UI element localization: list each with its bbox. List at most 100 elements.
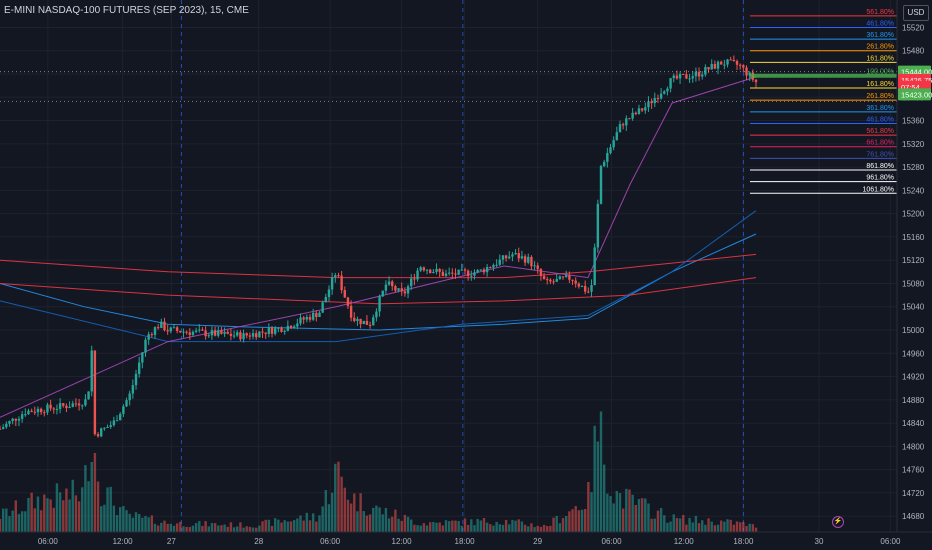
grid [0, 0, 897, 532]
volume-bar [27, 497, 30, 532]
candle-body [685, 74, 688, 79]
lightning-icon[interactable]: ⚡ [832, 516, 844, 528]
volume-bar [280, 522, 283, 532]
volume-bar [242, 527, 245, 532]
volume-bar [191, 525, 195, 532]
volume-bar [131, 517, 135, 532]
volume-bar [39, 510, 43, 532]
candle-body [93, 350, 97, 435]
fib-level-label: 961.80% [866, 175, 894, 182]
candle-body [90, 350, 93, 392]
moving-average-line [0, 210, 757, 343]
volume-bar [387, 518, 391, 532]
candle-body [58, 403, 62, 409]
time-tick-label: 06:00 [320, 537, 341, 546]
volume-bar [650, 518, 653, 532]
volume-bar [691, 522, 694, 532]
candle-body [289, 325, 293, 329]
price-tick-label: 14840 [902, 419, 925, 428]
candle-body [565, 275, 568, 278]
candle-body [112, 420, 116, 426]
candle-body [659, 93, 663, 99]
candle-body [663, 91, 666, 94]
candle-body [204, 330, 207, 337]
volume-bar [479, 520, 483, 532]
candle-body [330, 277, 334, 290]
candle-body [517, 253, 520, 259]
price-tick-label: 15200 [902, 210, 925, 219]
candle-body [729, 59, 732, 61]
volume-bar [729, 519, 732, 532]
volume-bar [144, 515, 147, 532]
candle-body [134, 373, 138, 386]
volume-bar [416, 525, 419, 532]
volume-bar [217, 525, 220, 532]
candle-body [141, 352, 144, 363]
candle-body [119, 413, 122, 421]
volume-bar [710, 521, 713, 532]
candle-body [62, 403, 65, 406]
volume-bar [226, 526, 229, 532]
volume-bar [188, 526, 191, 532]
price-tag-label: 15444.00 [901, 68, 932, 77]
volume-bar [628, 489, 631, 532]
candle-body [334, 275, 337, 278]
candle-body [223, 331, 226, 334]
volume-bar [463, 518, 467, 532]
candle-body [628, 118, 631, 120]
fibonacci-extension[interactable]: 561.80% 461.80% 361.80% 261.80% 161.80% 100.0… [750, 9, 897, 194]
volume-bar [625, 488, 628, 532]
volume-bar [255, 527, 258, 532]
volume-bar [302, 520, 305, 532]
candle-body [103, 427, 106, 429]
volume-bar [466, 524, 470, 532]
candle-body [106, 426, 109, 428]
candle-body [27, 410, 30, 415]
volume-bar [137, 514, 141, 532]
volume-bar [305, 512, 309, 532]
volume-bar [150, 515, 154, 532]
candle-body [160, 321, 163, 328]
volume-bar [669, 521, 672, 532]
volume-bar [742, 522, 745, 532]
volume-bar [349, 503, 353, 532]
volume-bar [599, 411, 603, 532]
volume-bar [270, 525, 274, 532]
time-axis[interactable]: 06:00 12:00 27 28 06:00 12:00 18:00 29 06:00 12:0… [0, 531, 932, 550]
volume-bar [327, 504, 331, 532]
currency-button[interactable]: USD [903, 5, 929, 21]
volume-bar [163, 520, 166, 532]
time-tick-label: 12:00 [392, 537, 413, 546]
candle-body [720, 61, 723, 65]
candle-body [485, 267, 489, 273]
candle-body [577, 283, 581, 287]
candle-body [697, 71, 701, 77]
candle-body [723, 64, 726, 66]
volume-bar [441, 525, 445, 532]
candle-body [413, 278, 416, 280]
volume-bar [422, 523, 426, 532]
volume-bar [296, 518, 299, 532]
candle-body [748, 72, 751, 76]
price-tick-label: 15000 [902, 326, 925, 335]
candle-body [678, 73, 682, 79]
volume-bar [340, 476, 343, 532]
volume-bar [653, 518, 656, 532]
volume-bar [36, 496, 40, 532]
time-tick-label: 12:00 [113, 537, 134, 546]
candle-body [258, 331, 261, 338]
candle-body [156, 327, 160, 329]
volume-bar [204, 521, 207, 532]
candle-body [68, 406, 71, 409]
fib-level-label: 561.80% [866, 9, 894, 16]
fib-level-label: 100.00% [866, 69, 894, 76]
candle-body [618, 124, 622, 133]
volume-bar [568, 511, 571, 532]
candle-body [0, 428, 2, 430]
volume-bar [128, 513, 131, 532]
candle-body [280, 327, 283, 332]
candle-body [87, 391, 90, 400]
moving-average-line [0, 253, 757, 279]
candle-body [191, 331, 195, 335]
